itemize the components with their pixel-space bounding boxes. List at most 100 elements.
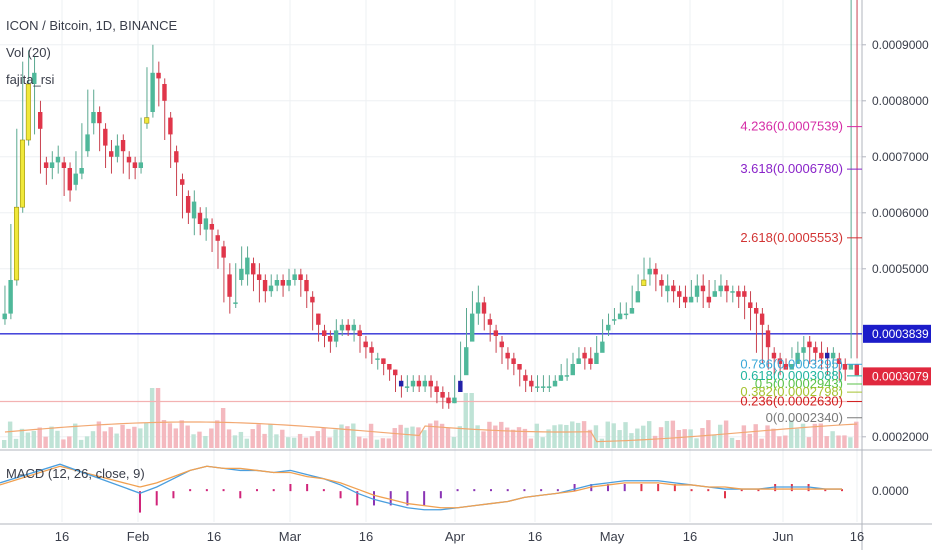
macd-histogram-bar <box>256 489 258 492</box>
candle-body <box>61 162 67 168</box>
price-axis-tick-label: 0.0008000 <box>872 94 929 108</box>
volume-bar <box>280 429 285 448</box>
time-axis-tick-label: 16 <box>850 529 864 544</box>
volume-bar <box>712 434 717 448</box>
candle-body <box>653 268 658 275</box>
volume-bar <box>617 430 622 448</box>
candle-body <box>363 341 368 348</box>
macd-histogram-bar <box>423 491 426 506</box>
volume-bar <box>445 428 451 448</box>
volume-bar <box>777 436 782 448</box>
candle-body <box>120 140 126 152</box>
fib-level-label: 0.786(0.0003295) <box>740 356 843 371</box>
candle-body <box>357 330 362 336</box>
candle-body <box>505 352 510 359</box>
volume-bar <box>215 420 220 448</box>
macd-histogram-bar <box>356 491 359 506</box>
macd-indicator-label[interactable]: MACD (12, 26, close, 9) <box>6 466 145 481</box>
candle-body <box>114 145 120 157</box>
volume-bar <box>268 424 273 448</box>
candle-body <box>327 336 333 342</box>
candle-body <box>239 268 244 280</box>
volume-bar <box>357 436 362 448</box>
candle-body <box>369 347 374 353</box>
macd-histogram-bar <box>657 484 660 492</box>
volume-bar <box>126 428 131 448</box>
volume-bar <box>238 431 244 448</box>
volume-bar <box>641 425 646 448</box>
candle-body <box>333 330 339 342</box>
time-axis-tick-label: Jun <box>773 529 794 544</box>
macd-histogram-bar <box>540 489 543 492</box>
macd-histogram-bar <box>623 484 626 492</box>
candle-body <box>339 324 345 331</box>
volume-bar <box>232 435 238 448</box>
rsi-indicator-label[interactable]: fajita_rsi <box>6 72 55 87</box>
candle-body <box>848 364 854 370</box>
candle-body <box>304 280 309 292</box>
volume-bar <box>144 422 149 448</box>
candle-body <box>185 196 191 213</box>
volume-bar <box>794 428 800 448</box>
volume-bar <box>493 425 498 448</box>
volume-bar <box>587 429 593 448</box>
candle-body <box>694 285 700 297</box>
volume-indicator-label[interactable]: Vol (20) <box>6 45 51 60</box>
candle-body <box>410 380 416 387</box>
candle-body <box>600 341 605 353</box>
candle-body <box>150 72 155 112</box>
volume-bar <box>546 429 551 448</box>
fib-level-label: 0.618(0.0003088) <box>740 368 843 383</box>
volume-bar <box>830 431 835 448</box>
candle-body <box>215 235 220 241</box>
candle-body <box>688 296 694 303</box>
volume-bar <box>623 422 628 448</box>
candle-body <box>227 274 232 297</box>
volume-bar <box>138 428 143 448</box>
candle-body <box>665 285 670 292</box>
price-marker-box <box>863 367 931 386</box>
candle-body <box>67 168 73 191</box>
macd-histogram-bar <box>573 484 576 492</box>
candle-body <box>771 352 777 359</box>
candle-body <box>404 386 410 388</box>
candle-body <box>582 352 587 359</box>
candle-body <box>19 139 25 208</box>
volume-bar <box>522 428 528 448</box>
volume-bar <box>78 439 84 448</box>
volume-bar <box>321 428 326 448</box>
candle-body <box>546 386 552 388</box>
volume-bar <box>185 425 190 448</box>
macd-histogram-bar <box>523 489 526 492</box>
macd-histogram-bar <box>189 489 192 492</box>
macd-histogram-bar <box>824 489 827 492</box>
candle-body <box>623 313 629 316</box>
volume-bar <box>499 421 504 448</box>
fib-level-label: 0.236(0.0002630) <box>740 394 843 409</box>
candle-body <box>38 112 43 129</box>
volume-bar <box>575 422 581 448</box>
volume-bar <box>516 427 522 448</box>
macd-histogram-bar <box>239 491 242 499</box>
candle-body <box>570 364 575 376</box>
candle-body <box>753 308 759 314</box>
volume-bar <box>682 429 687 448</box>
candle-body <box>564 375 570 377</box>
volume-bar <box>43 436 48 448</box>
macd-histogram-bar <box>439 491 442 499</box>
candle-body <box>842 364 848 370</box>
volume-bar <box>256 424 261 448</box>
volume-bar <box>149 388 155 448</box>
volume-bar <box>90 431 96 448</box>
volume-bar <box>333 429 338 448</box>
macd-histogram-bar <box>506 489 509 492</box>
fib-level-label: 0.5(0.0002943) <box>755 376 843 391</box>
candle-body <box>706 296 712 303</box>
candle-body <box>280 280 286 286</box>
candle-body <box>398 380 404 387</box>
volume-bar <box>818 423 823 448</box>
volume-bar <box>457 426 463 448</box>
candle-body <box>79 168 84 174</box>
